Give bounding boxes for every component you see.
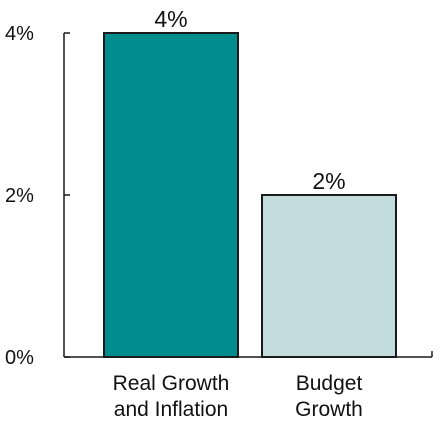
bar [103,32,239,358]
y-tick-label: 2% [5,185,34,207]
y-tick-label: 4% [5,23,34,45]
bar [261,194,397,358]
data-label: 2% [312,168,345,194]
bars [103,32,397,358]
data-label: 4% [154,6,187,32]
labels: 0% 2% 4% 4% Real Growth and Inflation 2% Budget… [5,6,363,421]
category-label: Growth [295,398,363,421]
category-label: Budget [296,372,363,395]
category-label: and Inflation [114,398,228,421]
category-label: Real Growth [113,372,230,395]
y-tick-label: 0% [5,347,34,369]
